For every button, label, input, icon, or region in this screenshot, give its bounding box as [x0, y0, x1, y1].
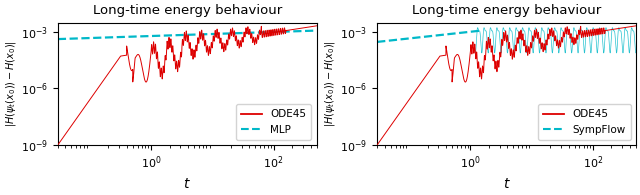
- X-axis label: $t$: $t$: [502, 177, 511, 191]
- Legend: ODE45, SympFlow: ODE45, SympFlow: [538, 104, 630, 140]
- Title: Long-time energy behaviour: Long-time energy behaviour: [93, 4, 282, 17]
- Legend: ODE45, MLP: ODE45, MLP: [236, 104, 311, 140]
- Title: Long-time energy behaviour: Long-time energy behaviour: [412, 4, 601, 17]
- X-axis label: $t$: $t$: [183, 177, 191, 191]
- Y-axis label: $|H(\psi_t(x_0)) - H(x_0)|$: $|H(\psi_t(x_0)) - H(x_0)|$: [323, 40, 337, 127]
- Y-axis label: $|H(\psi_t(x_0)) - H(x_0)|$: $|H(\psi_t(x_0)) - H(x_0)|$: [4, 40, 18, 127]
